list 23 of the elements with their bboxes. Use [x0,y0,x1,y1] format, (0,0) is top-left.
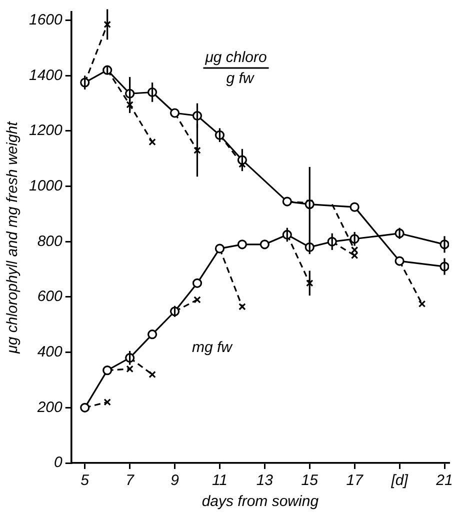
annotation: mg fw [192,339,234,356]
x-tick-label: 5 [80,472,90,490]
x-tick-label: 9 [170,472,180,490]
y-tick-label: 1000 [28,177,64,194]
x-axis-title: days from sowing [202,493,320,510]
annotation: g fw [226,70,255,88]
annotation: μg chloro [204,49,267,66]
x-tick-label: 17 [346,472,364,490]
y-tick-label: 1400 [28,66,64,84]
x-tick-label: 11 [212,472,228,490]
x-tick-label: 13 [256,472,274,490]
y-tick-label: 1200 [28,122,64,140]
y-tick-label: 800 [37,232,64,250]
x-tick-label: 21 [435,472,453,490]
y-tick-label: 600 [37,288,64,306]
y-tick-label: 1600 [28,11,64,28]
y-axis-title: μg chlorophyll and mg fresh weight [4,120,22,354]
y-tick-label: 400 [37,343,64,360]
x-tick-label: [d] [390,472,409,490]
x-tick-label: 7 [126,472,135,490]
x-tick-label: 15 [301,472,319,490]
y-tick-label: 200 [36,398,64,416]
y-tick-label: 0 [54,454,64,472]
